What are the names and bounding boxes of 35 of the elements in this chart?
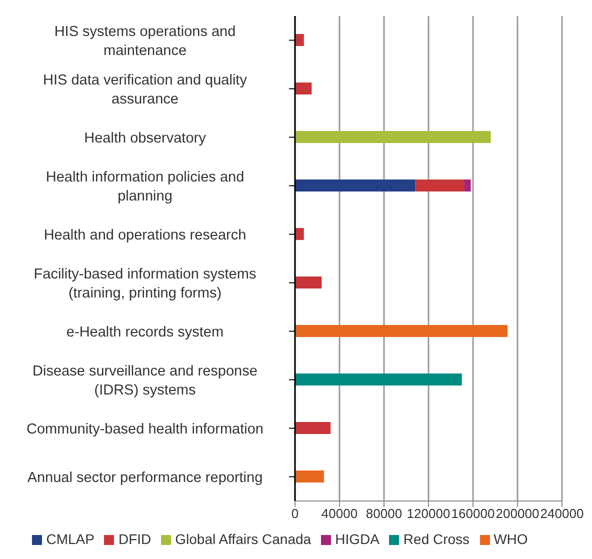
y-tick-label: Facility-based information systems (training, printing forms) — [34, 266, 256, 302]
y-tick-label: Health information policies and planning — [46, 169, 244, 204]
legend-label: DFID — [118, 531, 152, 547]
y-tick-label: HIS systems operations and maintenance — [54, 24, 236, 59]
x-tick-label: 200000 — [496, 506, 540, 522]
bar — [295, 180, 416, 192]
bar — [295, 374, 462, 386]
bar — [464, 180, 471, 192]
bar — [295, 131, 491, 143]
bar — [295, 228, 304, 240]
legend-label: HIGDA — [335, 531, 380, 547]
legend-label: Red Cross — [403, 531, 470, 547]
y-tick-label: Annual sector performance reporting — [27, 470, 263, 486]
bar — [415, 180, 464, 192]
x-tick-label: 160000 — [451, 506, 495, 522]
bar — [295, 34, 304, 46]
y-tick-label: e-Health records system — [66, 324, 224, 340]
y-tick-label: Health observatory — [84, 130, 207, 146]
bar — [295, 325, 508, 337]
y-tick-label: Disease surveillance and response (IDRS) systems — [32, 363, 258, 398]
x-tick-label: 120000 — [406, 506, 450, 522]
legend-label: Global Affairs Canada — [175, 531, 312, 547]
bar — [295, 276, 322, 288]
y-tick-label: Community-based health information — [26, 421, 264, 438]
y-tick-label: Health and operations research — [44, 227, 246, 244]
y-tick-label: HIS data verification and quality assurance — [43, 72, 248, 108]
legend-label: WHO — [494, 531, 528, 547]
bar — [295, 422, 331, 434]
x-tick-label: 240000 — [540, 506, 584, 522]
x-tick-label: 40000 — [321, 506, 358, 522]
x-tick-label: 80000 — [366, 506, 402, 522]
bar — [295, 470, 324, 482]
bar — [295, 82, 312, 94]
legend-label: CMLAP — [46, 531, 94, 547]
x-tick-label: 0 — [291, 506, 299, 522]
